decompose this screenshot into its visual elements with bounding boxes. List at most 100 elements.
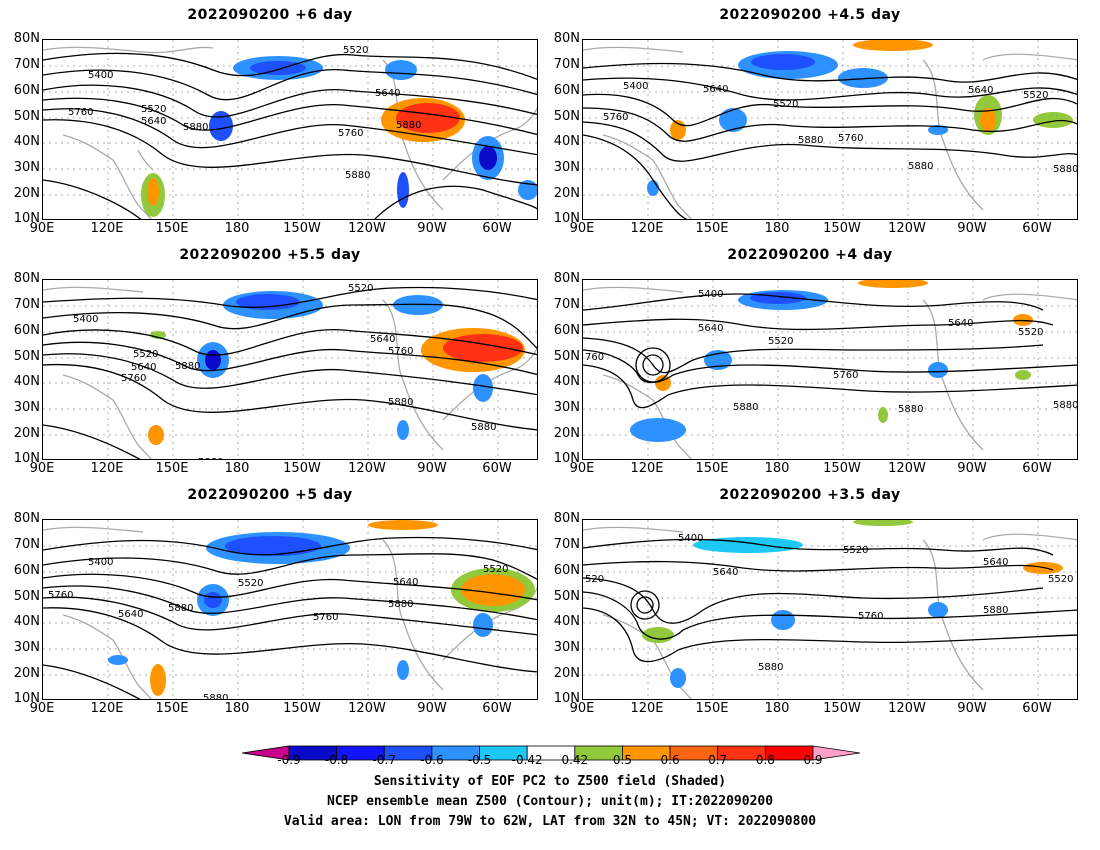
caption-line-1: Sensitivity of EOF PC2 to Z500 field (Sh… (373, 774, 727, 789)
svg-text:5520: 5520 (343, 45, 368, 56)
x-tick: 150E (695, 221, 729, 236)
svg-text:5520: 5520 (773, 99, 798, 110)
x-tick: 150W (283, 221, 321, 236)
x-tick: 180 (764, 701, 790, 716)
y-tick: 80N (13, 31, 40, 46)
svg-text:5760: 5760 (68, 107, 93, 118)
x-tick: 120E (630, 221, 664, 236)
colorbar-tick-label: -0.9 (277, 753, 301, 767)
colorbar-tick-label: 0.42 (561, 753, 589, 767)
x-tick: 150E (695, 701, 729, 716)
panel-title: 2022090200 +6 day (187, 7, 353, 23)
x-tick: 120E (630, 701, 664, 716)
y-tick: 10N (13, 691, 40, 706)
x-tick: 150W (823, 221, 861, 236)
svg-text:5880: 5880 (798, 135, 823, 146)
svg-text:760: 760 (585, 352, 604, 363)
colorbar-tick-label: 0.6 (660, 753, 680, 767)
x-tick: 120W (348, 461, 386, 476)
x-tick: 90W (417, 221, 447, 236)
x-tick: 60W (1022, 701, 1052, 716)
svg-text:5640: 5640 (393, 577, 418, 588)
y-tick: 50N (13, 349, 40, 364)
svg-text:5520: 5520 (238, 578, 263, 589)
x-tick: 90E (569, 701, 595, 716)
x-tick: 180 (764, 221, 790, 236)
x-tick: 150W (823, 461, 861, 476)
x-tick: 150W (283, 701, 321, 716)
svg-text:5640: 5640 (375, 88, 400, 99)
svg-text:5640: 5640 (131, 362, 156, 373)
svg-text:5760: 5760 (48, 590, 73, 601)
svg-text:5880: 5880 (908, 161, 933, 172)
y-tick: 20N (553, 186, 580, 201)
panel-title: 2022090200 +5.5 day (179, 247, 361, 263)
svg-text:5880: 5880 (388, 599, 413, 610)
y-tick: 40N (553, 374, 580, 389)
svg-text:5640: 5640 (703, 84, 728, 95)
x-tick: 90E (29, 701, 55, 716)
x-tick: 150E (695, 461, 729, 476)
y-tick: 50N (13, 109, 40, 124)
x-tick: 120W (888, 461, 926, 476)
x-tick: 150E (155, 701, 189, 716)
x-tick: 90E (29, 221, 55, 236)
x-tick: 90W (417, 701, 447, 716)
x-tick: 60W (482, 701, 512, 716)
map-area: 5400 5640 5520 760 5760 5880 5640 5520 5… (582, 279, 1078, 460)
panel-title: 2022090200 +4 day (727, 247, 893, 263)
map-panel-2: 2022090200 +4.5 day (540, 0, 1080, 236)
svg-text:5880: 5880 (733, 402, 758, 413)
svg-text:5880: 5880 (983, 605, 1008, 616)
svg-text:5640: 5640 (968, 85, 993, 96)
x-tick: 150E (155, 461, 189, 476)
x-tick: 90W (957, 461, 987, 476)
svg-text:5400: 5400 (623, 81, 648, 92)
y-tick: 30N (13, 400, 40, 415)
y-tick: 70N (553, 537, 580, 552)
svg-text:5520: 5520 (133, 349, 158, 360)
y-tick: 10N (13, 451, 40, 466)
colorbar-tick-label: -0.8 (324, 753, 349, 767)
y-tick: 80N (553, 511, 580, 526)
x-tick: 120E (90, 701, 124, 716)
svg-text:5640: 5640 (118, 609, 143, 620)
svg-text:5880: 5880 (898, 404, 923, 415)
map-panel-6: 2022090200 +3.5 day (540, 480, 1080, 716)
y-tick: 10N (553, 211, 580, 226)
svg-text:5880: 5880 (396, 120, 421, 131)
svg-text:5760: 5760 (388, 346, 413, 357)
map-panel-3: 2022090200 +5.5 day (0, 240, 540, 476)
y-tick: 30N (553, 160, 580, 175)
y-tick: 50N (553, 349, 580, 364)
y-tick: 20N (553, 426, 580, 441)
y-tick: 20N (13, 666, 40, 681)
panel-title: 2022090200 +5 day (187, 487, 353, 503)
svg-text:5880: 5880 (183, 122, 208, 133)
y-tick: 40N (13, 134, 40, 149)
x-tick: 120E (90, 221, 124, 236)
y-tick: 30N (13, 160, 40, 175)
x-tick: 90E (29, 461, 55, 476)
colorbar-tick-label: -0.5 (467, 753, 492, 767)
svg-text:5880: 5880 (175, 361, 200, 372)
y-tick: 70N (13, 57, 40, 72)
caption-line-3: Valid area: LON from 79W to 62W, LAT fro… (283, 814, 817, 829)
map-area: 5400 5520 5640 520 5880 5760 5640 5520 5… (582, 519, 1078, 700)
y-tick: 70N (553, 57, 580, 72)
colorbar-tick-label: -0.42 (511, 753, 543, 767)
y-tick: 70N (553, 297, 580, 312)
y-tick: 80N (553, 271, 580, 286)
svg-text:5880: 5880 (471, 422, 496, 433)
x-tick: 90W (417, 461, 447, 476)
map-panel-4: 2022090200 +4 day (540, 240, 1080, 476)
y-tick: 50N (553, 589, 580, 604)
y-tick: 50N (553, 109, 580, 124)
svg-text:5520: 5520 (348, 283, 373, 294)
panel-title: 2022090200 +4.5 day (719, 7, 901, 23)
map-area: 5400 5640 5760 5520 5880 5760 5640 5520 … (582, 39, 1078, 220)
colorbar-tick-label: -0.6 (420, 753, 444, 767)
y-tick: 50N (13, 589, 40, 604)
x-tick: 120W (888, 221, 926, 236)
x-tick: 120W (348, 221, 386, 236)
